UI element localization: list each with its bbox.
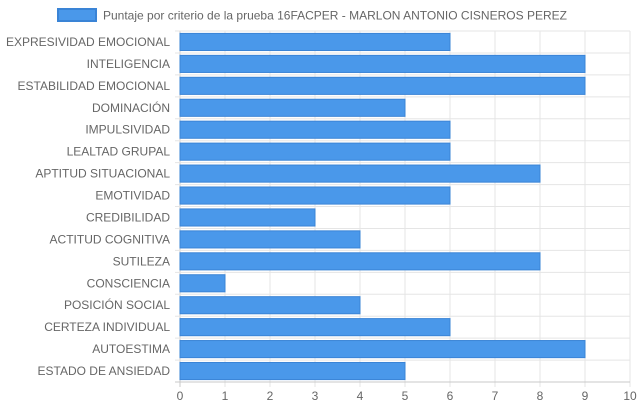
x-tick-label: 1 bbox=[222, 389, 229, 403]
x-tick-label: 7 bbox=[492, 389, 499, 403]
x-tick-label: 4 bbox=[357, 389, 364, 403]
category-label: EXPRESIVIDAD EMOCIONAL bbox=[6, 35, 170, 49]
bar[interactable] bbox=[179, 361, 406, 381]
bar[interactable] bbox=[179, 120, 451, 139]
bar[interactable] bbox=[179, 252, 541, 271]
category-label: POSICIÓN SOCIAL bbox=[64, 297, 170, 312]
bar[interactable] bbox=[179, 142, 451, 161]
bar[interactable] bbox=[179, 340, 586, 359]
x-tick-label: 9 bbox=[582, 389, 589, 403]
category-label: DOMINACIÓN bbox=[92, 100, 170, 115]
category-label: EMOTIVIDAD bbox=[95, 189, 170, 203]
legend-swatch bbox=[57, 8, 97, 22]
bar[interactable] bbox=[179, 32, 451, 52]
bar[interactable] bbox=[179, 230, 361, 249]
bars bbox=[179, 32, 586, 381]
bar[interactable] bbox=[179, 274, 226, 293]
category-label: ESTABILIDAD EMOCIONAL bbox=[18, 79, 171, 93]
bar[interactable] bbox=[179, 208, 316, 227]
category-label: CERTEZA INDIVIDUAL bbox=[44, 320, 170, 334]
bar[interactable] bbox=[179, 98, 406, 117]
category-label: ACTITUD COGNITIVA bbox=[50, 232, 170, 246]
bar[interactable] bbox=[179, 186, 451, 205]
bar[interactable] bbox=[179, 76, 586, 95]
x-tick-label: 0 bbox=[177, 389, 184, 403]
x-axis-tick-labels: 0 1 2 3 4 5 6 7 8 9 10 bbox=[177, 389, 637, 403]
category-label: AUTOESTIMA bbox=[92, 342, 170, 356]
x-tick-label: 2 bbox=[267, 389, 274, 403]
category-label: SUTILEZA bbox=[113, 254, 170, 268]
legend-label: Puntaje por criterio de la prueba 16FACP… bbox=[103, 9, 567, 23]
category-label: LEALTAD GRUPAL bbox=[67, 145, 171, 159]
bar[interactable] bbox=[179, 164, 541, 183]
x-tick-label: 5 bbox=[402, 389, 409, 403]
category-label: IMPULSIVIDAD bbox=[85, 123, 170, 137]
legend[interactable]: Puntaje por criterio de la prueba 16FACP… bbox=[57, 8, 567, 23]
bar[interactable] bbox=[179, 318, 451, 337]
x-tick-label: 10 bbox=[623, 389, 637, 403]
category-label: APTITUD SITUACIONAL bbox=[35, 167, 170, 181]
category-label: CREDIBILIDAD bbox=[86, 210, 170, 224]
category-label: CONSCIENCIA bbox=[87, 276, 170, 290]
category-label: ESTADO DE ANSIEDAD bbox=[38, 364, 171, 378]
x-tick-label: 8 bbox=[537, 389, 544, 403]
x-tick-label: 3 bbox=[312, 389, 319, 403]
x-tick-label: 6 bbox=[447, 389, 454, 403]
category-label: INTELIGENCIA bbox=[87, 57, 170, 71]
category-labels: EXPRESIVIDAD EMOCIONAL INTELIGENCIA ESTABI… bbox=[6, 35, 170, 378]
bar[interactable] bbox=[179, 296, 361, 315]
bar[interactable] bbox=[179, 54, 586, 73]
